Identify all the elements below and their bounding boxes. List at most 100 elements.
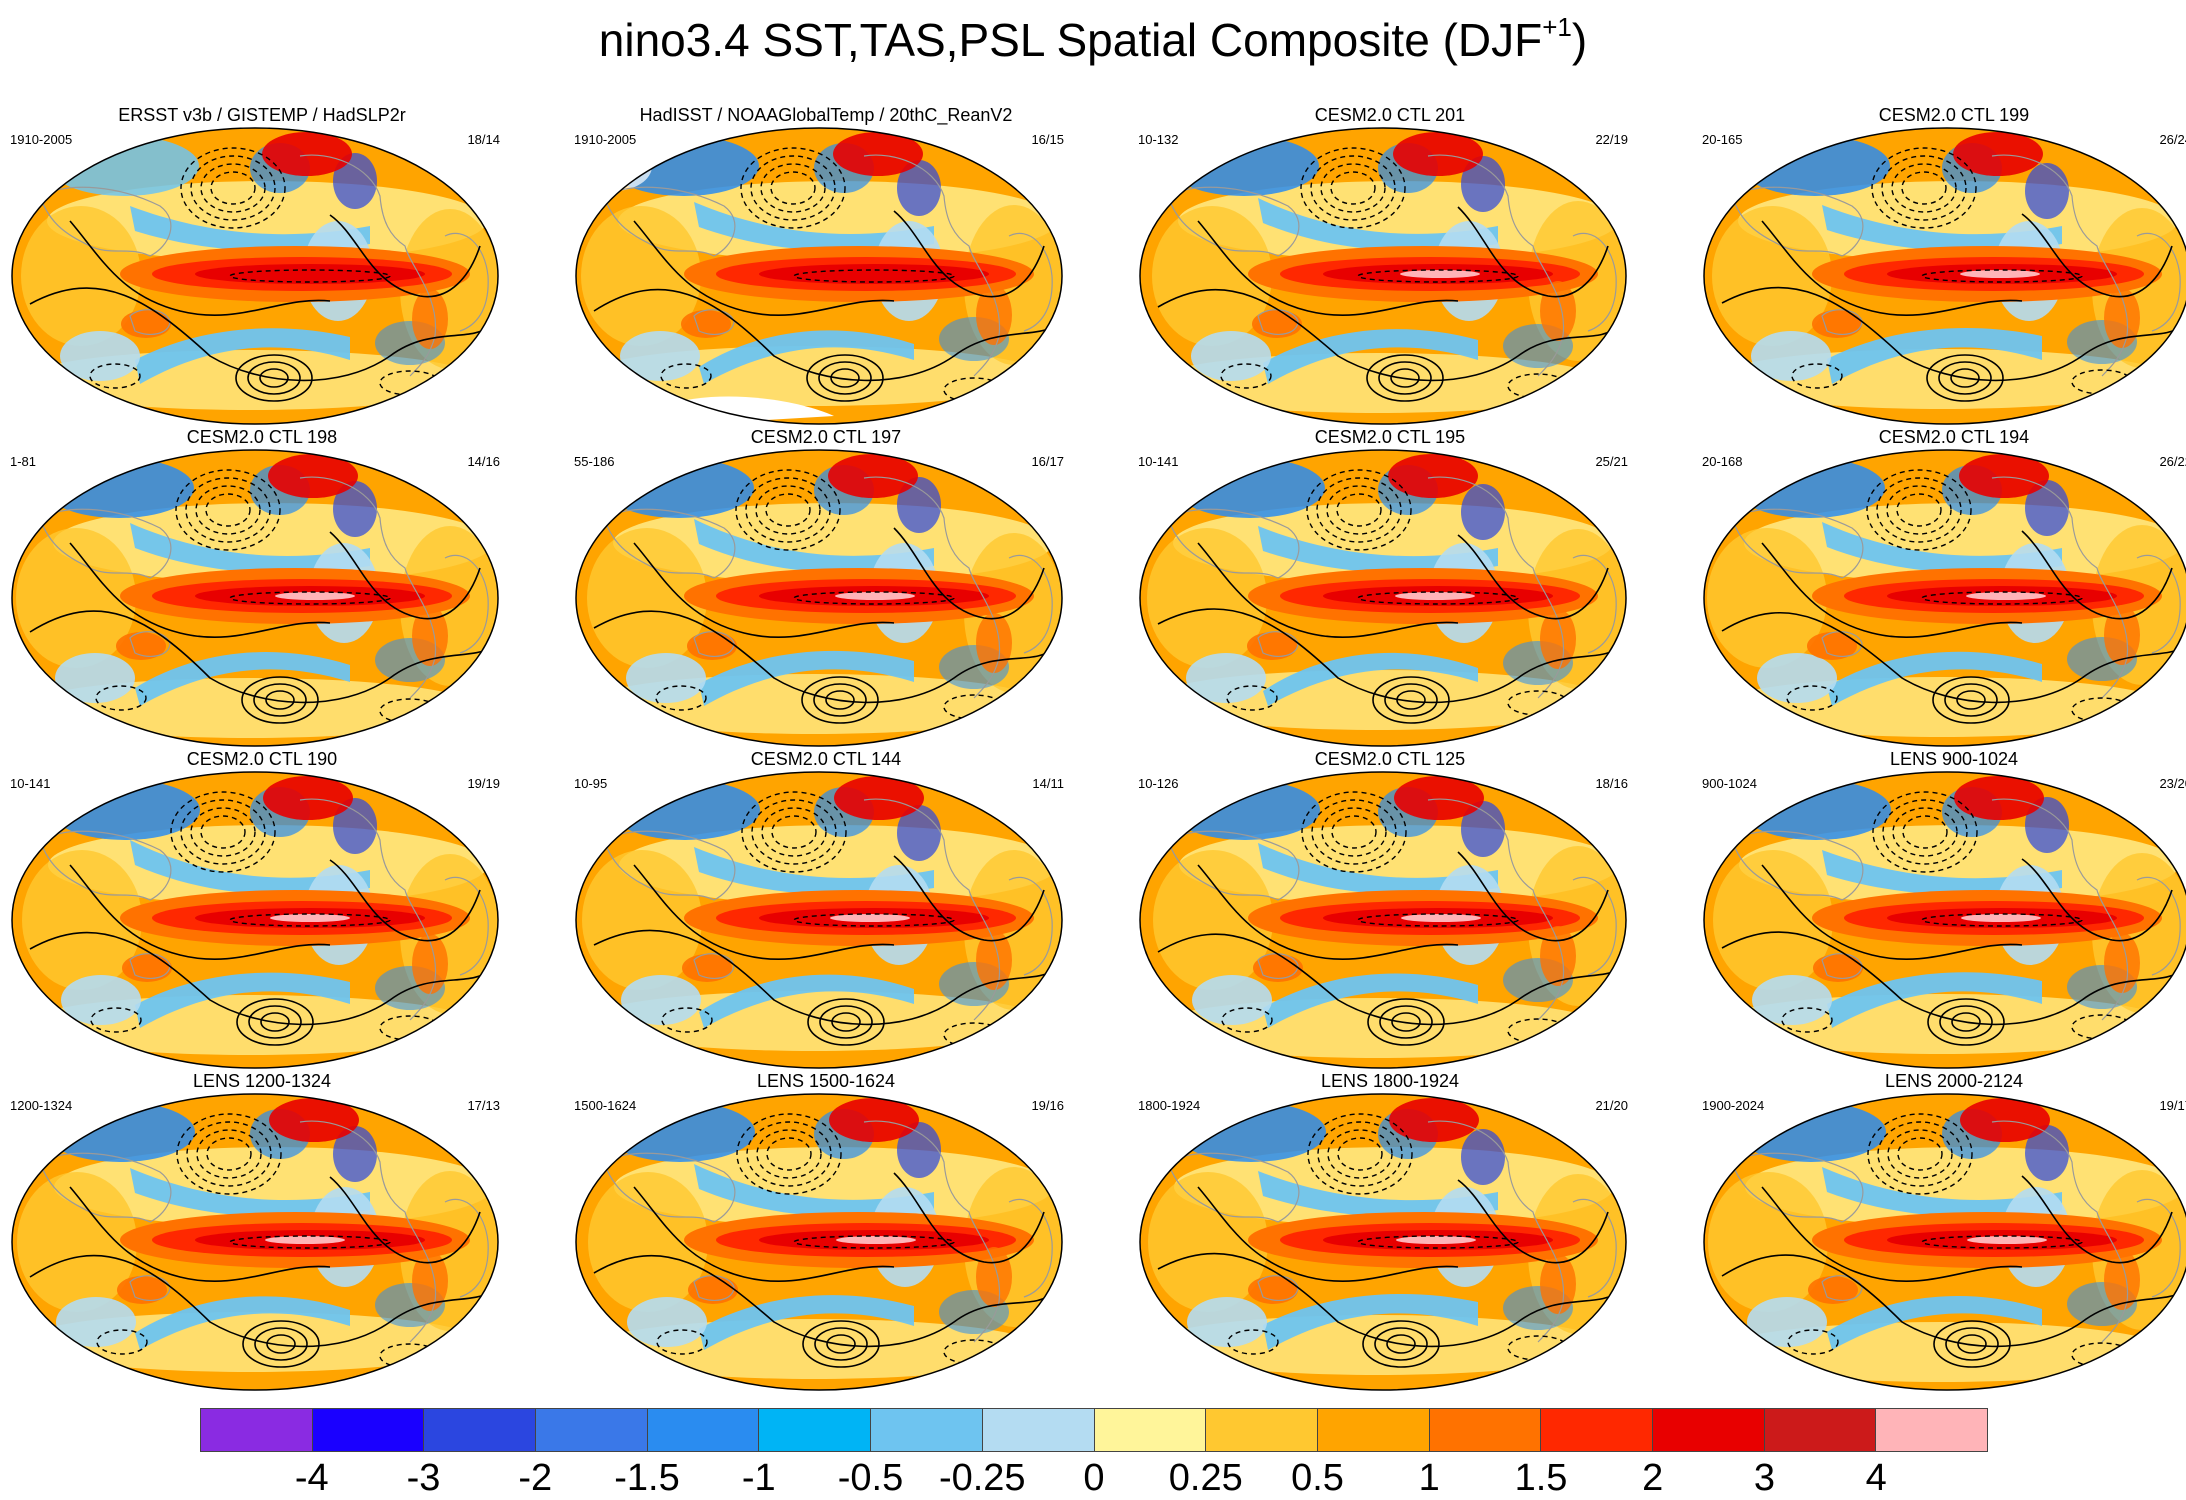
psl-contour-west [1197, 1186, 1459, 1282]
warm-south-america [976, 930, 1012, 990]
yellow-indian [22, 850, 142, 990]
coastline-africa [1008, 876, 1053, 976]
psl-contour-zero [29, 610, 491, 704]
psl-low-contour [1876, 477, 1962, 543]
cold-blob-southwest [627, 1297, 707, 1347]
coastline-eurasia [39, 186, 172, 257]
psl-dashed-south [90, 1007, 142, 1033]
psl-high-contour [1926, 354, 2004, 402]
warm-south-america [1540, 926, 1576, 986]
coastline-americas [1991, 798, 2129, 1021]
panel-title: CESM2.0 CTL 190 [186, 749, 338, 769]
psl-high-contour [1390, 368, 1420, 388]
map-panel: LENS 1800-1924 1800-1924 21/20 [1130, 1070, 1650, 1400]
map-panel: CESM2.0 CTL 125 10-126 18/16 [1130, 748, 1650, 1078]
map-panel: CESM2.0 CTL 199 20-165 26/24 [1694, 104, 2186, 434]
map-outline [11, 127, 499, 425]
panel-title: LENS 2000-2124 [1884, 1071, 2024, 1091]
composite-map [1139, 771, 1627, 1069]
yellow-band-north [1739, 825, 2179, 905]
psl-contour-atlantic [329, 531, 481, 620]
psl-dashed-south [1786, 685, 1838, 711]
psl-contour-west [1761, 1186, 2023, 1282]
yellow-band-north [47, 181, 487, 261]
psl-low-contour [1327, 1129, 1393, 1179]
coastline-africa [1572, 1198, 1617, 1298]
psl-contour-zero [1721, 286, 2183, 382]
colorbar-tick-label: 1 [1418, 1457, 1440, 1499]
panel-event-count: 17/13 [467, 1098, 500, 1113]
psl-dashed-tropics [793, 1235, 955, 1249]
colorbar-tick-label: -3 [406, 1457, 441, 1499]
psl-high-contour [254, 1327, 308, 1361]
coastline-africa [2136, 232, 2181, 332]
coastline-americas [863, 154, 1001, 377]
psl-dashed-tropics [1357, 1235, 1519, 1249]
psl-dashed-tropics [1357, 913, 1519, 927]
psl-high-contour [831, 1012, 861, 1032]
psl-contour-atlantic [893, 855, 1045, 942]
composite-map [1703, 771, 2186, 1069]
missing-data-arctic [576, 141, 652, 191]
psl-contour-west [69, 1186, 331, 1282]
psl-high-contour [1950, 368, 1980, 388]
psl-low-contour [200, 815, 246, 849]
psl-high-contour [1384, 683, 1438, 717]
warm-south-america [976, 1247, 1012, 1307]
map-panel: CESM2.0 CTL 201 10-132 22/19 [1130, 104, 1650, 434]
coastline-americas [1427, 476, 1565, 699]
yellow-band-north [613, 503, 1053, 583]
enso-peak [270, 914, 350, 922]
panel-title: CESM2.0 CTL 197 [750, 427, 902, 447]
panel-title: CESM2.0 CTL 198 [186, 427, 338, 447]
yellow-indian [1707, 528, 1827, 668]
psl-dashed-tropics [229, 269, 391, 283]
psl-low-contour [176, 1113, 282, 1195]
cold-band-south [135, 972, 350, 1028]
coastline-eurasia [1167, 186, 1300, 257]
psl-contour-west [1197, 542, 1459, 638]
cold-band-north [1822, 522, 2062, 573]
psl-contour-atlantic [2021, 858, 2173, 942]
panel-year-range: 10-141 [1138, 454, 1179, 469]
psl-high-contour [259, 368, 289, 388]
psl-dashed-south [655, 685, 707, 711]
psl-low-contour [1300, 147, 1406, 229]
psl-dashed-south [1227, 1329, 1279, 1355]
psl-high-contour [1933, 1320, 2011, 1368]
psl-low-contour [736, 1113, 842, 1195]
cold-blob-southwest [1187, 1297, 1267, 1347]
psl-low-contour [200, 163, 266, 213]
cold-band-south [1827, 651, 2042, 706]
enso-peak [835, 592, 915, 600]
warm-alaska [263, 776, 353, 820]
psl-high-contour [1945, 1327, 1999, 1361]
psl-contour-zero [29, 287, 491, 382]
colorbar [200, 1408, 1988, 1452]
psl-high-contour [1956, 690, 1986, 710]
psl-low-contour [1866, 469, 1972, 551]
psl-contour-atlantic [1457, 534, 1609, 620]
yellow-indian [1712, 206, 1832, 346]
composite-map [575, 127, 1063, 425]
psl-contour-atlantic [2021, 530, 2173, 620]
cold-band-south [1263, 1293, 1478, 1350]
psl-dashed-south [95, 685, 147, 711]
map-outline [1139, 771, 1627, 1069]
psl-low-contour [1902, 815, 1948, 849]
psl-contour-zero [29, 931, 491, 1026]
psl-contour-west [1761, 542, 2023, 638]
psl-dashed-south [89, 363, 141, 389]
psl-low-contour [185, 477, 271, 543]
map-panel: CESM2.0 CTL 194 20-168 26/22 [1694, 426, 2186, 756]
panel-title: CESM2.0 CTL 195 [1314, 427, 1466, 447]
psl-low-contour [1871, 147, 1977, 229]
warm-alaska [1960, 1098, 2050, 1142]
psl-contour-west [1197, 220, 1459, 316]
coastline-americas [1991, 154, 2129, 377]
psl-contour-west [1761, 220, 2023, 316]
psl-contour-zero [1721, 612, 2183, 704]
coastline-americas [299, 476, 437, 699]
psl-low-contour [210, 171, 256, 205]
cold-blob-southwest [1747, 1297, 1827, 1347]
